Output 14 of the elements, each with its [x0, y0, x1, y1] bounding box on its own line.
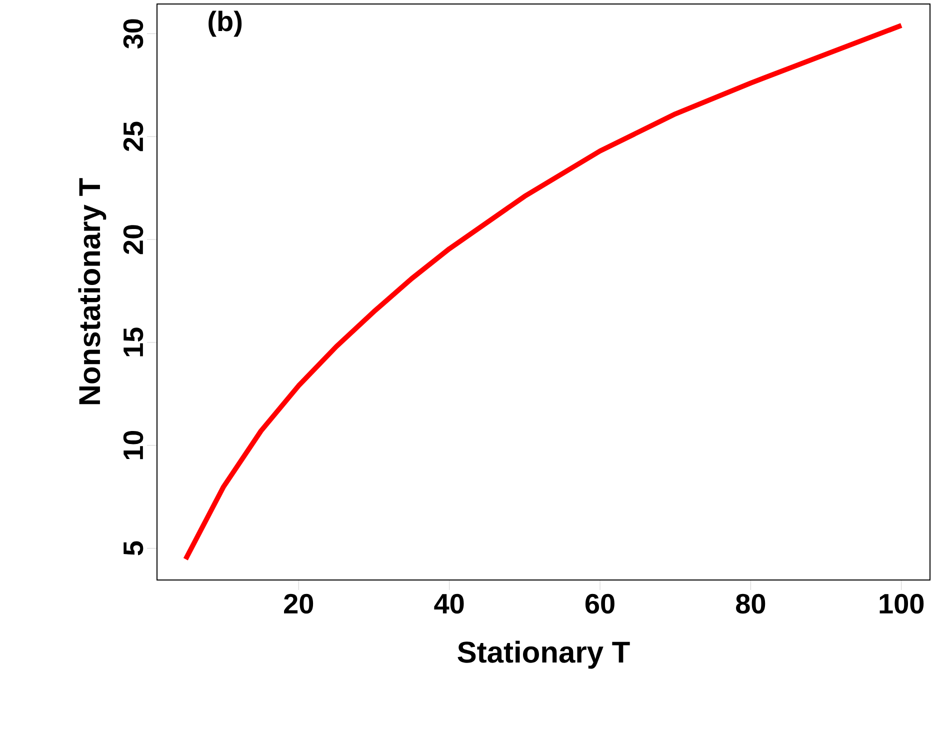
x-axis-title: Stationary T [458, 640, 630, 669]
x-tick-label: 20 [284, 594, 314, 614]
x-tick-label: 80 [736, 594, 766, 614]
x-tick-label: 100 [880, 594, 924, 614]
y-tick-label: 25 [123, 122, 144, 152]
y-tick-label: 10 [123, 430, 144, 460]
x-tick-label: 40 [434, 594, 464, 614]
y-tick-label: 30 [123, 19, 144, 49]
y-tick-label: 5 [124, 541, 144, 556]
y-tick-label: 20 [123, 225, 144, 254]
annotation: (b) [208, 10, 242, 37]
y-axis-title: Nonstationary T [78, 178, 106, 404]
x-tick-label: 60 [585, 594, 614, 614]
y-tick-label: 15 [124, 328, 144, 356]
